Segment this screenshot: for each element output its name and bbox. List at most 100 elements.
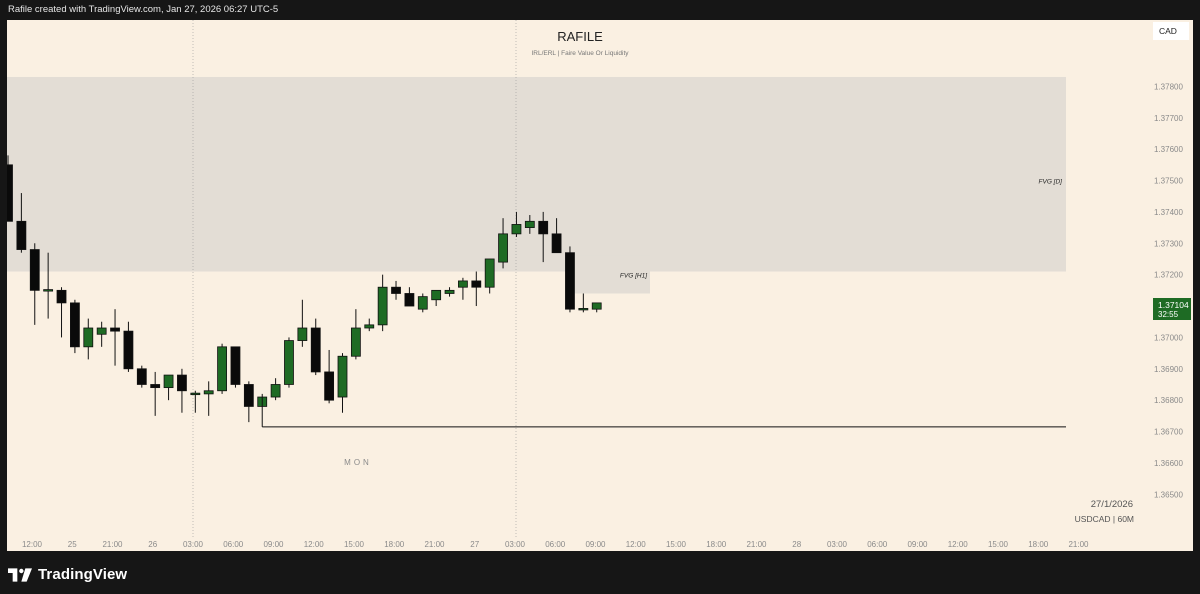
price-tick-label: 1.37800: [1154, 82, 1183, 91]
candle-body: [43, 289, 54, 292]
time-tick-label: 03:00: [183, 540, 204, 549]
candle: [538, 211, 549, 263]
candle: [110, 309, 120, 366]
candle-body: [431, 289, 442, 301]
candle: [284, 337, 294, 388]
brand[interactable]: TradingView: [8, 566, 127, 583]
candle: [350, 309, 361, 360]
time-tick-label: 21:00: [102, 540, 123, 549]
candle: [96, 321, 107, 347]
current-price: 1.37104: [1158, 300, 1189, 310]
candle: [43, 252, 54, 319]
candle: [123, 321, 134, 372]
candle-body: [29, 249, 40, 291]
session-label: MON: [344, 458, 372, 467]
candle: [524, 215, 535, 234]
candle-body: [444, 289, 455, 294]
candle-body: [56, 289, 67, 304]
candle-body: [458, 280, 468, 288]
time-tick-label: 21:00: [424, 540, 445, 549]
candle: [591, 302, 602, 313]
price-axis-bg: [1143, 20, 1193, 551]
candle: [431, 289, 442, 307]
candle-body: [350, 327, 361, 357]
candle: [324, 349, 335, 404]
candle: [391, 280, 401, 300]
price-tick-label: 1.36700: [1154, 428, 1183, 437]
candle-body: [538, 220, 549, 235]
candle: [203, 381, 214, 416]
time-tick-label: 21:00: [1068, 540, 1089, 549]
candle-body: [310, 327, 321, 373]
time-tick-label: 21:00: [746, 540, 767, 549]
candle: [29, 243, 40, 325]
price-tick-label: 1.36500: [1154, 490, 1183, 499]
chart-panel[interactable]: FVG [D] FVG [H1] RAFILE IRL/ERL | Faire V…: [7, 20, 1193, 551]
candle-body: [190, 392, 201, 396]
candle: [270, 378, 281, 401]
countdown: 32:55: [1158, 310, 1179, 319]
candle-body: [417, 296, 428, 310]
candle-body: [364, 324, 375, 329]
zones-layer: FVG [D] FVG [H1]: [7, 76, 1066, 294]
candle: [337, 353, 348, 413]
price-tick-label: 1.37500: [1154, 177, 1183, 186]
candle: [377, 274, 388, 332]
candle: [471, 271, 482, 307]
chart-title: RAFILE: [557, 29, 603, 44]
time-tick-label: 09:00: [907, 540, 928, 549]
candle: [177, 368, 187, 413]
candle-body: [177, 374, 187, 392]
symbol-label: USDCAD | 60M: [1075, 514, 1134, 524]
price-axis[interactable]: 1.36500 1.36600 1.36700 1.36800 1.36900 1.370…: [1143, 20, 1193, 551]
time-tick-label: 25: [68, 540, 77, 549]
candle: [484, 258, 495, 294]
chart-subtitle: IRL/ERL | Faire Value Or Liquidity: [531, 50, 629, 57]
candle: [364, 318, 375, 332]
candle-body: [484, 258, 495, 288]
candle-body: [243, 384, 254, 407]
time-tick-label: 15:00: [666, 540, 687, 549]
time-tick-label: 15:00: [988, 540, 1009, 549]
candle: [417, 293, 428, 313]
price-tick-label: 1.36600: [1154, 459, 1183, 468]
candle: [565, 246, 575, 313]
candle-body: [337, 355, 348, 398]
candle: [498, 218, 508, 269]
time-tick-label: 15:00: [344, 540, 365, 549]
candle-body: [16, 220, 27, 250]
time-axis[interactable]: 12:00 25 21:00 26 03:00 06:00 09:00 12:00 15:00 1…: [22, 540, 1089, 549]
candle-body: [136, 368, 147, 385]
candle-body: [391, 286, 401, 294]
currency-label: CAD: [1159, 26, 1177, 36]
candle: [551, 218, 562, 254]
candle-body: [524, 220, 535, 228]
session-breaks: [192, 20, 517, 537]
candle-body: [123, 330, 134, 370]
price-tick-label: 1.37700: [1154, 114, 1183, 123]
candle: [190, 390, 201, 413]
candle: [444, 287, 455, 297]
candle: [458, 277, 468, 300]
time-tick-label: 12:00: [304, 540, 325, 549]
candle: [297, 299, 308, 347]
time-tick-label: 12:00: [948, 540, 969, 549]
time-tick-label: 09:00: [263, 540, 284, 549]
price-tick-label: 1.37300: [1154, 239, 1183, 248]
candle-body: [7, 164, 13, 222]
candle-body: [110, 327, 120, 332]
candle: [310, 318, 321, 376]
time-tick-label: 27: [470, 540, 479, 549]
price-tick-label: 1.36800: [1154, 396, 1183, 405]
candle: [16, 193, 27, 253]
fvg-zone-label: FVG [D]: [1039, 179, 1063, 186]
candle-body: [404, 293, 415, 307]
candle: [217, 343, 227, 394]
time-tick-label: 26: [148, 540, 157, 549]
candle: [70, 299, 80, 354]
candle-body: [284, 340, 294, 385]
candlestick-chart[interactable]: FVG [D] FVG [H1] RAFILE IRL/ERL | Faire V…: [7, 20, 1193, 551]
fvg-zone: [7, 76, 1066, 272]
price-tick-label: 1.37200: [1154, 271, 1183, 280]
candle: [150, 371, 161, 416]
